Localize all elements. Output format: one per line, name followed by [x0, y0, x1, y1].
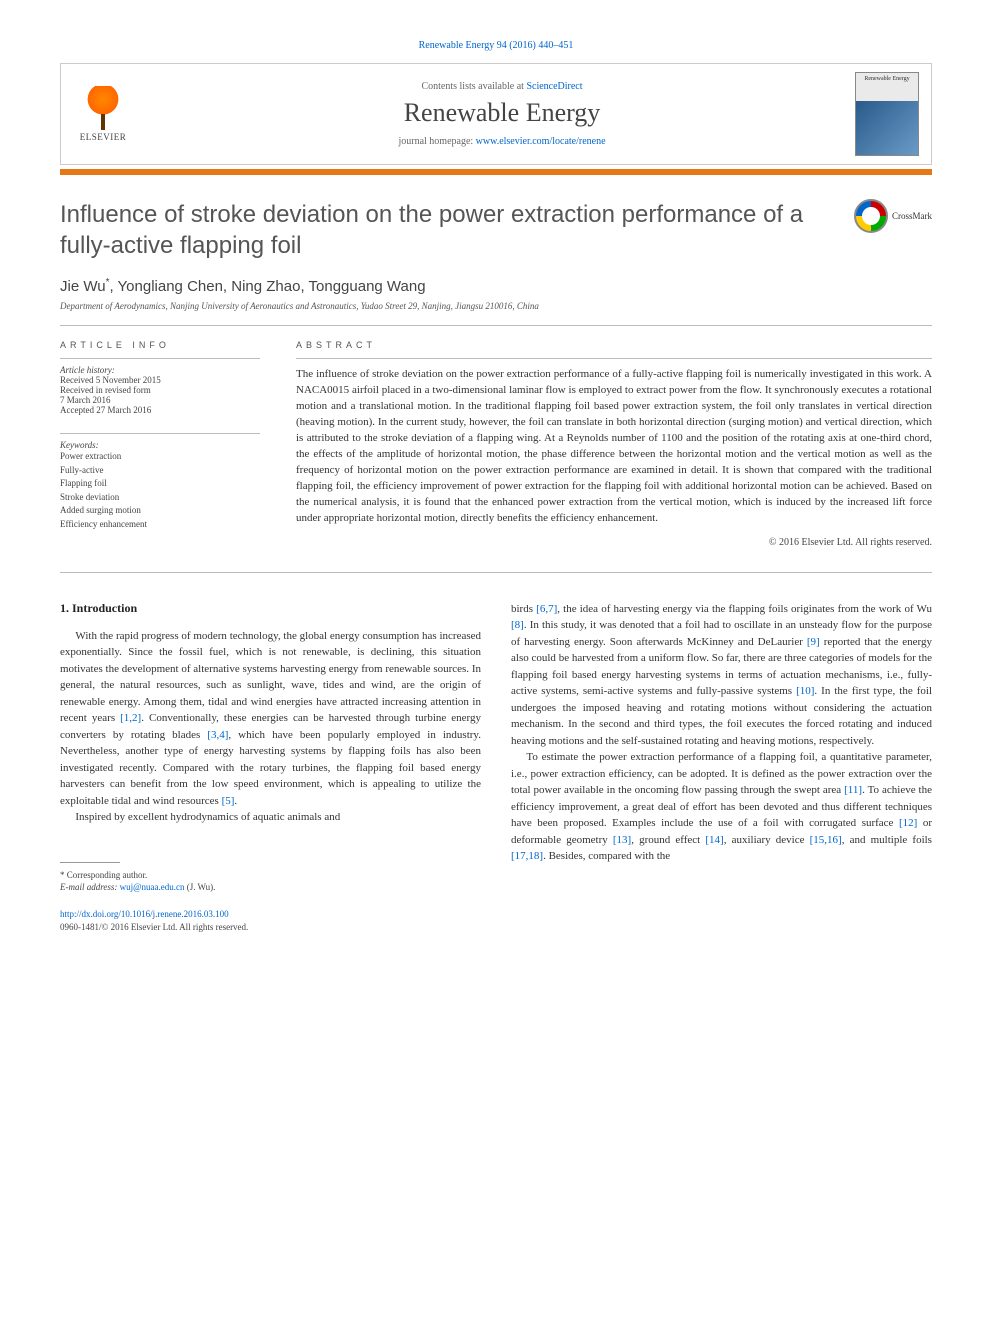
keywords-label: Keywords: — [60, 440, 260, 450]
body-paragraph: With the rapid progress of modern techno… — [60, 628, 481, 810]
citation-link[interactable]: [13] — [613, 834, 631, 846]
homepage-line: journal homepage: www.elsevier.com/locat… — [149, 136, 855, 147]
body-column-left: 1. Introduction With the rapid progress … — [60, 601, 481, 933]
citation-link[interactable]: [17,18] — [511, 850, 543, 862]
issn-line: 0960-1481/© 2016 Elsevier Ltd. All right… — [60, 922, 248, 932]
keyword: Stroke deviation — [60, 491, 260, 505]
history-line: 7 March 2016 — [60, 395, 260, 405]
authors-line: Jie Wu*, Yongliang Chen, Ning Zhao, Tong… — [60, 277, 932, 295]
keyword: Added surging motion — [60, 504, 260, 518]
journal-name: Renewable Energy — [149, 98, 855, 128]
crossmark-icon — [854, 199, 888, 233]
body-column-right: birds [6,7], the idea of harvesting ener… — [511, 601, 932, 933]
history-label: Article history: — [60, 365, 260, 375]
sciencedirect-link[interactable]: ScienceDirect — [526, 81, 582, 92]
journal-reference: Renewable Energy 94 (2016) 440–451 — [60, 40, 932, 51]
keywords-divider — [60, 433, 260, 434]
history-line: Received in revised form — [60, 385, 260, 395]
email-label: E-mail address: — [60, 882, 120, 892]
article-info-heading: ARTICLE INFO — [60, 340, 260, 350]
elsevier-name: ELSEVIER — [80, 132, 127, 142]
abstract-heading: ABSTRACT — [296, 340, 932, 350]
citation-link[interactable]: [1,2] — [120, 712, 141, 724]
homepage-link[interactable]: www.elsevier.com/locate/renene — [476, 136, 606, 147]
citation-link[interactable]: [15,16] — [810, 834, 842, 846]
keyword: Efficiency enhancement — [60, 518, 260, 532]
section-heading: 1. Introduction — [60, 601, 481, 616]
cover-image — [856, 101, 918, 155]
citation-link[interactable]: [14] — [705, 834, 723, 846]
body-paragraph: birds [6,7], the idea of harvesting ener… — [511, 601, 932, 750]
info-divider — [60, 358, 260, 359]
author-primary: Jie Wu — [60, 278, 106, 295]
authors-rest: , Yongliang Chen, Ning Zhao, Tongguang W… — [109, 278, 425, 295]
citation-link[interactable]: [11] — [844, 784, 862, 796]
article-title: Influence of stroke deviation on the pow… — [60, 199, 838, 261]
email-link[interactable]: wuj@nuaa.edu.cn — [120, 882, 185, 892]
body-divider — [60, 572, 932, 573]
contents-prefix: Contents lists available at — [421, 81, 526, 92]
keyword: Flapping foil — [60, 477, 260, 491]
elsevier-logo: ELSEVIER — [73, 79, 133, 149]
abstract-copyright: © 2016 Elsevier Ltd. All rights reserved… — [296, 537, 932, 548]
body-paragraph: To estimate the power extraction perform… — [511, 749, 932, 865]
header-divider — [60, 325, 932, 326]
body-paragraph: Inspired by excellent hydrodynamics of a… — [60, 809, 481, 826]
keyword: Power extraction — [60, 450, 260, 464]
homepage-prefix: journal homepage: — [398, 136, 475, 147]
accent-bar — [60, 169, 932, 175]
corresponding-author-note: * Corresponding author. — [60, 869, 481, 882]
crossmark-label: CrossMark — [892, 211, 932, 221]
citation-link[interactable]: [10] — [796, 685, 814, 697]
journal-header: ELSEVIER Contents lists available at Sci… — [60, 63, 932, 165]
citation-link[interactable]: [5] — [222, 795, 235, 807]
keyword: Fully-active — [60, 464, 260, 478]
cover-title: Renewable Energy — [856, 73, 918, 101]
contents-line: Contents lists available at ScienceDirec… — [149, 81, 855, 92]
elsevier-tree-icon — [81, 86, 125, 130]
footnote-divider — [60, 862, 120, 863]
affiliation: Department of Aerodynamics, Nanjing Univ… — [60, 301, 932, 311]
history-line: Received 5 November 2015 — [60, 375, 260, 385]
journal-cover-thumbnail: Renewable Energy — [855, 72, 919, 156]
citation-link[interactable]: [6,7] — [536, 603, 557, 615]
abstract-divider — [296, 358, 932, 359]
abstract-text: The influence of stroke deviation on the… — [296, 367, 932, 526]
citation-link[interactable]: [8] — [511, 619, 524, 631]
email-suffix: (J. Wu). — [184, 882, 215, 892]
email-line: E-mail address: wuj@nuaa.edu.cn (J. Wu). — [60, 881, 481, 894]
citation-link[interactable]: [9] — [807, 636, 820, 648]
crossmark-widget[interactable]: CrossMark — [854, 199, 932, 233]
doi-link[interactable]: http://dx.doi.org/10.1016/j.renene.2016.… — [60, 909, 229, 919]
history-line: Accepted 27 March 2016 — [60, 405, 260, 415]
citation-link[interactable]: [3,4] — [207, 729, 228, 741]
citation-link[interactable]: [12] — [899, 817, 917, 829]
